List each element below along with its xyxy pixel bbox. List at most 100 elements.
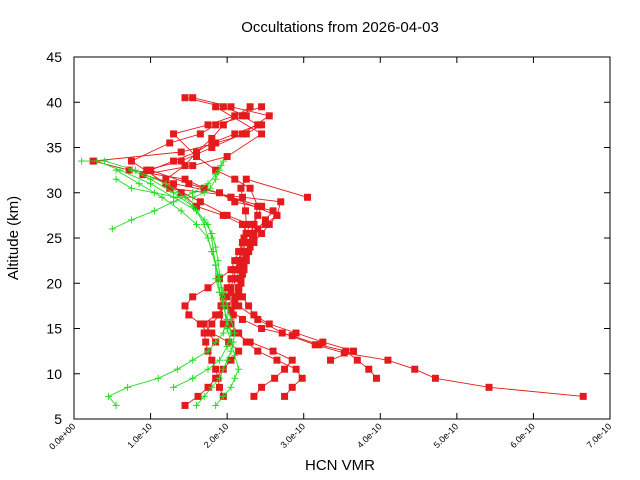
- plot-frame: [73, 56, 611, 420]
- red-square-point: [219, 121, 227, 129]
- red-square-point: [208, 144, 216, 151]
- red-square-point: [237, 184, 245, 192]
- green-plus-point: [189, 356, 197, 364]
- y-tick-label: 40: [46, 94, 62, 110]
- green-plus-point: [150, 189, 158, 197]
- red-square-point: [246, 338, 254, 346]
- green-plus-point: [127, 184, 135, 192]
- red-square-point: [365, 365, 373, 373]
- red-square-point: [196, 130, 204, 138]
- red-square-point: [327, 356, 335, 364]
- green-plus-point: [215, 166, 223, 174]
- red-square-point: [231, 175, 239, 183]
- green-plus-point: [204, 365, 212, 373]
- red-square-point: [189, 162, 197, 170]
- red-square-point: [212, 166, 220, 174]
- green-plus-point: [212, 243, 220, 251]
- red-square-point: [227, 103, 235, 111]
- red-square-point: [235, 248, 243, 256]
- green-plus-point: [219, 157, 227, 165]
- green-plus-point: [212, 175, 220, 183]
- red-square-point: [231, 198, 239, 206]
- red-square-point: [215, 189, 223, 197]
- red-square-point: [196, 198, 204, 206]
- red-square-point: [170, 180, 178, 188]
- red-square-point: [273, 356, 281, 364]
- red-square-point: [193, 202, 201, 210]
- red-square-point: [281, 365, 289, 373]
- green-plus-point: [104, 392, 112, 400]
- y-tick-label: 20: [46, 275, 62, 291]
- red-square-point: [223, 284, 231, 292]
- red-square-point: [237, 279, 245, 287]
- red-square-point: [250, 220, 258, 228]
- red-square-point: [170, 157, 178, 165]
- red-square-point: [181, 175, 189, 183]
- plot-area: [78, 94, 587, 409]
- green-plus-point: [206, 184, 214, 192]
- red-square-point: [246, 243, 254, 251]
- red-square-point: [248, 229, 256, 237]
- red-square-point: [288, 332, 296, 340]
- red-square-point: [245, 248, 253, 256]
- red-square-point: [185, 311, 193, 319]
- red-square-point: [238, 220, 246, 228]
- green-plus-point: [200, 189, 208, 197]
- red-square-point: [231, 266, 239, 274]
- red-square-point: [219, 211, 227, 219]
- green-plus-point: [112, 401, 120, 409]
- red-square-point: [185, 180, 193, 188]
- green-plus-point: [227, 383, 235, 391]
- red-square-point: [258, 202, 266, 210]
- red-square-point: [265, 320, 273, 328]
- red-square-point: [240, 266, 248, 274]
- red-square-point: [181, 94, 189, 102]
- red-square-point: [292, 365, 300, 373]
- green-plus-point: [173, 193, 181, 201]
- red-square-point: [212, 365, 220, 373]
- red-square-point: [431, 374, 439, 382]
- red-square-point: [208, 320, 216, 328]
- x-tick-label: 1.0e-10: [125, 421, 154, 450]
- green-plus-point: [200, 392, 208, 400]
- red-square-point: [162, 175, 170, 183]
- red-square-point: [288, 356, 296, 364]
- red-square-point: [212, 139, 220, 147]
- red-square-point: [181, 401, 189, 409]
- x-tick-label: 6.0e-10: [508, 421, 537, 450]
- y-tick-label: 35: [46, 140, 62, 156]
- green-plus-point: [170, 383, 178, 391]
- red-square-point: [246, 220, 254, 228]
- red-square-point: [227, 356, 235, 364]
- green-plus-point: [231, 374, 239, 382]
- x-tick-label: 4.0e-10: [355, 421, 384, 450]
- red-square-point: [242, 239, 250, 247]
- green-plus-point: [127, 216, 135, 224]
- green-plus-point: [177, 207, 185, 215]
- green-plus-point: [214, 257, 222, 265]
- red-square-point: [229, 311, 237, 319]
- chart-title: Occultations from 2026-04-03: [241, 19, 439, 36]
- red-square-point: [204, 329, 212, 337]
- red-square-point: [235, 288, 243, 296]
- red-square-point: [177, 148, 185, 156]
- red-square-point: [258, 383, 266, 391]
- red-square-point: [219, 320, 227, 328]
- red-square-point: [292, 329, 300, 337]
- x-axis-label: HCN VMR: [305, 457, 375, 474]
- x-tick-label: 3.0e-10: [278, 421, 307, 450]
- red-square-point: [254, 315, 262, 323]
- green-plus-point: [215, 270, 223, 278]
- red-square-point: [240, 261, 248, 269]
- red-square-point: [271, 374, 279, 382]
- y-tick-label: 45: [46, 49, 62, 65]
- green-plus-point: [204, 234, 212, 242]
- green-plus-point: [189, 374, 197, 382]
- green-profile-line: [115, 169, 232, 388]
- red-square-point: [242, 175, 250, 183]
- green-plus-point: [208, 383, 216, 391]
- green-plus-point: [215, 288, 223, 296]
- red-square-point: [208, 356, 216, 364]
- red-square-point: [245, 302, 253, 310]
- green-plus-point: [235, 365, 243, 373]
